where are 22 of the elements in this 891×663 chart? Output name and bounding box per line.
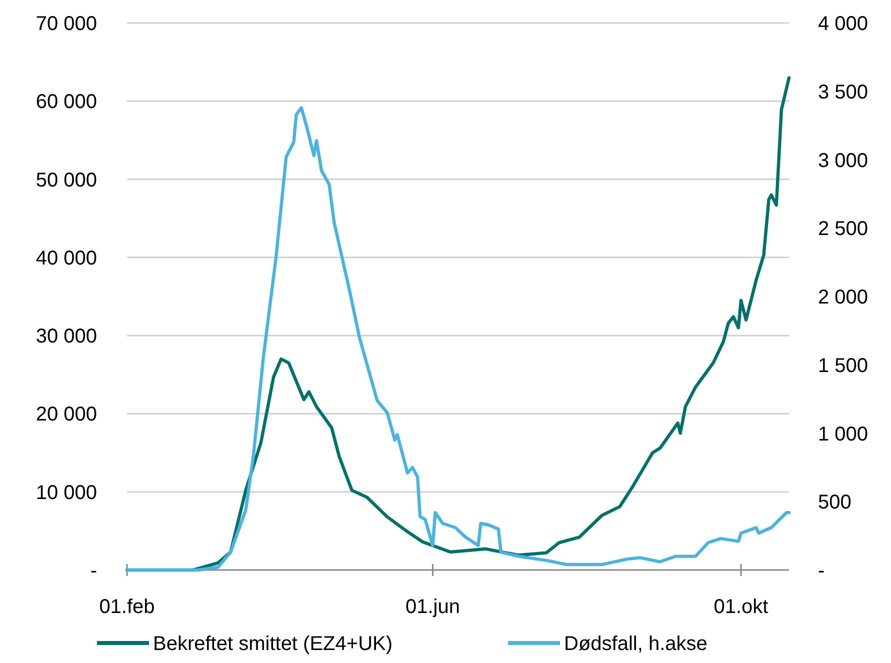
y-tick-label: 40 000 bbox=[36, 247, 97, 270]
y2-tick-label: 500 bbox=[818, 492, 852, 514]
legend-label: Bekreftet smittet (EZ4+UK) bbox=[153, 633, 393, 655]
y-tick-label: 50 000 bbox=[36, 169, 97, 192]
y-tick-label: 10 000 bbox=[36, 482, 97, 504]
y2-tick-label: 2 500 bbox=[818, 218, 868, 240]
y-tick-label: 30 000 bbox=[36, 326, 97, 348]
y-tick-label: - bbox=[90, 560, 97, 582]
x-tick-label: 01.jun bbox=[405, 596, 460, 618]
y2-tick-label: 1 500 bbox=[818, 354, 868, 377]
x-tick-label: 01.okt bbox=[714, 596, 769, 618]
y2-tick-label: 3 000 bbox=[818, 150, 868, 172]
y2-tick-label: 2 000 bbox=[818, 286, 868, 308]
y2-tick-label: 1 000 bbox=[818, 423, 868, 446]
y-tick-label: 20 000 bbox=[36, 404, 97, 426]
y2-tick-label: 4 000 bbox=[818, 13, 868, 35]
y2-tick-label: - bbox=[818, 560, 825, 582]
y-tick-label: 60 000 bbox=[36, 91, 97, 114]
legend-label: Dødsfall, h.akse bbox=[564, 633, 708, 655]
y-tick-label: 70 000 bbox=[36, 13, 97, 35]
x-tick-label: 01.feb bbox=[99, 596, 155, 618]
y2-tick-label: 3 500 bbox=[818, 81, 868, 104]
